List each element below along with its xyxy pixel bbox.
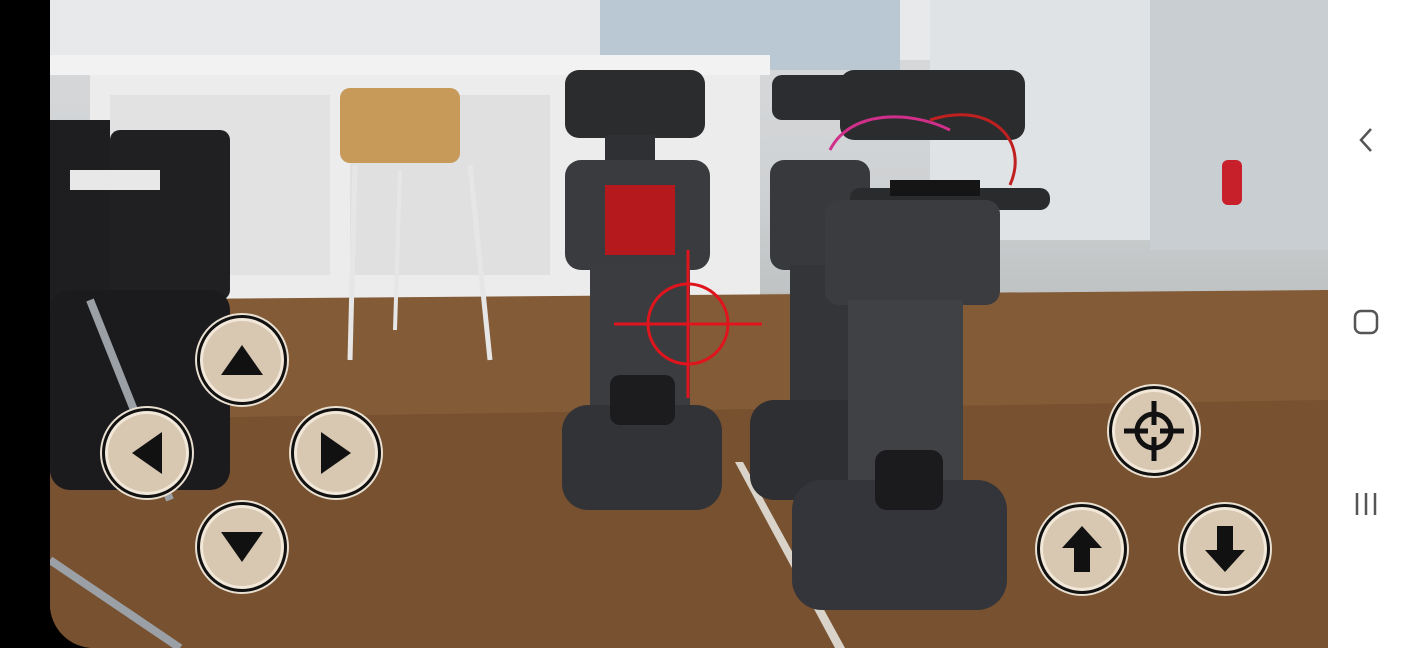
target-button[interactable] xyxy=(1109,386,1199,476)
recents-button[interactable] xyxy=(1328,466,1404,542)
system-navigation-bar xyxy=(1328,0,1404,648)
move-right-button[interactable] xyxy=(291,408,381,498)
move-up-button[interactable] xyxy=(197,315,287,405)
camera-scene xyxy=(50,0,1328,648)
triangle-up-icon xyxy=(221,345,263,375)
arrow-up-icon xyxy=(1062,526,1102,572)
triangle-down-icon xyxy=(221,532,263,562)
backward-button[interactable] xyxy=(1180,504,1270,594)
triangle-left-icon xyxy=(132,432,162,474)
move-left-button[interactable] xyxy=(102,408,192,498)
move-down-button[interactable] xyxy=(197,502,287,592)
home-square-icon xyxy=(1353,309,1379,335)
back-button[interactable] xyxy=(1328,102,1404,178)
camera-view[interactable] xyxy=(50,0,1328,648)
recents-bars-icon xyxy=(1355,493,1377,515)
crosshair-reticle xyxy=(614,250,762,398)
arrow-down-icon xyxy=(1205,526,1245,572)
triangle-right-icon xyxy=(321,432,351,474)
chevron-left-icon xyxy=(1359,128,1372,152)
target-crosshair-icon xyxy=(1124,401,1184,461)
home-button[interactable] xyxy=(1328,284,1404,360)
forward-button[interactable] xyxy=(1037,504,1127,594)
